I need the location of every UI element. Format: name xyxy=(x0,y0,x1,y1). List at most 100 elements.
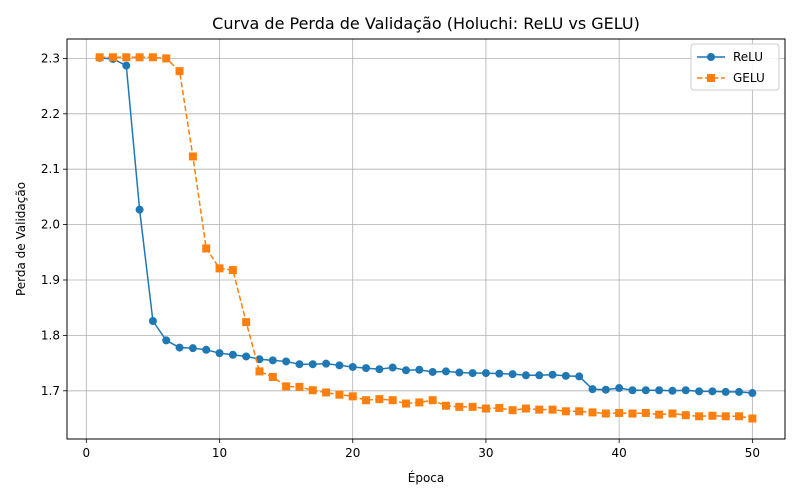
data-point-relu xyxy=(561,371,570,380)
x-tick-label: 50 xyxy=(745,446,760,460)
data-point-relu xyxy=(175,343,184,352)
data-point-gelu xyxy=(322,388,331,397)
y-tick-label: 2.1 xyxy=(41,162,60,176)
data-point-relu xyxy=(148,316,157,325)
series-relu xyxy=(95,53,757,398)
data-point-relu xyxy=(428,367,437,376)
data-point-gelu xyxy=(535,405,544,414)
data-point-relu xyxy=(268,356,277,365)
data-point-gelu xyxy=(548,405,557,414)
data-point-relu xyxy=(601,385,610,394)
data-point-gelu xyxy=(655,410,664,419)
x-tick-label: 10 xyxy=(212,446,227,460)
data-point-gelu xyxy=(95,53,104,62)
data-point-gelu xyxy=(721,412,730,421)
data-point-gelu xyxy=(108,53,117,62)
series-gelu xyxy=(95,53,757,423)
data-point-gelu xyxy=(202,244,211,253)
data-point-gelu xyxy=(428,396,437,405)
data-point-gelu xyxy=(335,390,344,399)
legend: ReLU GELU xyxy=(690,43,780,91)
x-tick-label: 30 xyxy=(478,446,493,460)
data-point-relu xyxy=(668,386,677,395)
data-point-gelu xyxy=(455,402,464,411)
data-point-gelu xyxy=(508,406,517,415)
data-point-gelu xyxy=(615,408,624,417)
data-point-gelu xyxy=(148,53,157,62)
data-point-gelu xyxy=(175,67,184,76)
data-point-relu xyxy=(615,384,624,393)
data-point-relu xyxy=(362,364,371,373)
y-tick-label: 2.2 xyxy=(41,107,60,121)
data-point-gelu xyxy=(162,54,171,63)
legend-item-gelu: GELU xyxy=(697,71,765,85)
data-point-relu xyxy=(388,363,397,372)
data-point-relu xyxy=(695,387,704,396)
legend-label-relu: ReLU xyxy=(733,50,763,64)
data-point-gelu xyxy=(668,409,677,418)
data-point-relu xyxy=(335,361,344,370)
plot-area-frame xyxy=(66,38,786,440)
data-point-relu xyxy=(495,369,504,378)
data-point-relu xyxy=(242,352,251,361)
data-point-relu xyxy=(575,372,584,381)
data-point-gelu xyxy=(695,412,704,421)
data-point-relu xyxy=(748,389,757,398)
data-point-gelu xyxy=(242,318,251,327)
data-point-gelu xyxy=(628,409,637,418)
data-point-gelu xyxy=(481,404,490,413)
legend-label-gelu: GELU xyxy=(733,71,765,85)
y-axis-label: Perda de Validação xyxy=(14,182,28,296)
x-tick-label: 0 xyxy=(82,446,90,460)
data-point-relu xyxy=(188,344,197,353)
chart-title: Curva de Perda de Validação (Holuchi: Re… xyxy=(212,14,640,33)
data-point-gelu xyxy=(495,403,504,412)
data-point-gelu xyxy=(561,407,570,416)
data-point-relu xyxy=(455,368,464,377)
data-point-relu xyxy=(135,205,144,214)
y-tick-label: 1.7 xyxy=(41,384,60,398)
data-point-gelu xyxy=(441,401,450,410)
data-point-gelu xyxy=(122,53,131,62)
y-tick-label: 2.3 xyxy=(41,51,60,65)
data-point-relu xyxy=(162,336,171,345)
x-tick-label: 40 xyxy=(612,446,627,460)
data-point-gelu xyxy=(308,386,317,395)
data-point-relu xyxy=(641,386,650,395)
data-point-gelu xyxy=(228,266,237,275)
data-point-relu xyxy=(588,385,597,394)
legend-marker-gelu xyxy=(707,74,715,82)
data-point-relu xyxy=(508,370,517,379)
data-point-gelu xyxy=(188,152,197,161)
data-point-gelu xyxy=(268,372,277,381)
legend-item-relu: ReLU xyxy=(697,50,763,64)
data-point-gelu xyxy=(282,382,291,391)
data-point-relu xyxy=(681,386,690,395)
y-tick-label: 1.8 xyxy=(41,328,60,342)
data-point-gelu xyxy=(601,409,610,418)
data-point-relu xyxy=(122,61,131,70)
data-point-gelu xyxy=(388,396,397,405)
data-point-relu xyxy=(441,367,450,376)
data-point-gelu xyxy=(375,395,384,404)
data-point-relu xyxy=(468,369,477,378)
data-point-gelu xyxy=(215,264,224,273)
data-point-relu xyxy=(308,360,317,369)
data-point-relu xyxy=(521,371,530,380)
data-point-relu xyxy=(535,371,544,380)
data-point-relu xyxy=(481,369,490,378)
legend-marker-relu xyxy=(707,53,715,61)
data-point-gelu xyxy=(575,407,584,416)
data-point-gelu xyxy=(468,402,477,411)
data-point-gelu xyxy=(521,404,530,413)
axis-ticks: 0 10 20 30 40 50 1.7 1.8 1.9 2.0 2.1 2.2 2.3 xyxy=(41,51,760,460)
data-point-gelu xyxy=(255,367,264,376)
data-point-gelu xyxy=(681,411,690,420)
data-point-relu xyxy=(721,387,730,396)
data-point-gelu xyxy=(295,382,304,391)
data-point-relu xyxy=(628,386,637,395)
data-point-relu xyxy=(375,365,384,374)
data-point-relu xyxy=(402,366,411,375)
data-point-gelu xyxy=(415,398,424,407)
